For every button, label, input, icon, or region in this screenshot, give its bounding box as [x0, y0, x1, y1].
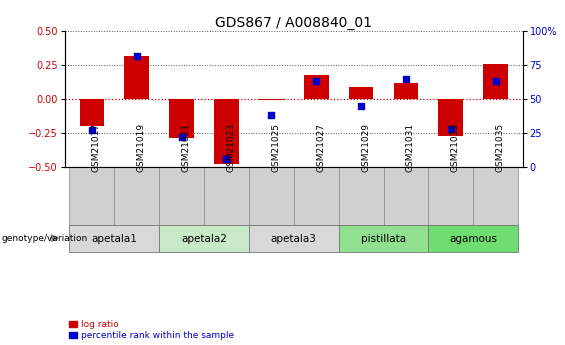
Text: GSM21021: GSM21021 — [181, 122, 190, 171]
Bar — [249, 225, 338, 252]
Bar — [69, 225, 159, 252]
Bar — [338, 167, 384, 225]
Text: apetala1: apetala1 — [92, 234, 137, 244]
Point — [177, 134, 186, 140]
Bar — [294, 167, 338, 225]
Point — [222, 156, 231, 161]
Point — [402, 76, 411, 81]
Bar — [484, 64, 508, 99]
Text: GSM21017: GSM21017 — [92, 122, 101, 171]
Bar — [438, 99, 463, 136]
Bar — [259, 99, 284, 100]
Text: GSM21033: GSM21033 — [451, 122, 460, 171]
Bar — [80, 99, 104, 126]
Text: GSM21019: GSM21019 — [137, 122, 146, 171]
Legend: log ratio, percentile rank within the sample: log ratio, percentile rank within the sa… — [69, 320, 234, 341]
Bar — [384, 167, 428, 225]
Bar — [159, 167, 204, 225]
Text: pistillata: pistillata — [361, 234, 406, 244]
Title: GDS867 / A008840_01: GDS867 / A008840_01 — [215, 16, 372, 30]
Bar — [394, 83, 418, 99]
Bar — [214, 99, 239, 164]
Bar — [114, 167, 159, 225]
Bar — [170, 99, 194, 138]
Bar — [428, 167, 473, 225]
Point — [267, 112, 276, 118]
Point — [446, 126, 455, 132]
Text: agamous: agamous — [449, 234, 497, 244]
Text: genotype/variation: genotype/variation — [2, 234, 88, 243]
Point — [312, 79, 321, 84]
Bar — [349, 87, 373, 99]
Point — [88, 128, 97, 133]
Bar — [249, 167, 294, 225]
Bar — [473, 167, 518, 225]
Point — [491, 79, 500, 84]
Text: apetala2: apetala2 — [181, 234, 227, 244]
Bar — [204, 167, 249, 225]
Text: GSM21031: GSM21031 — [406, 122, 415, 171]
Point — [132, 53, 141, 58]
Bar — [304, 75, 329, 99]
Bar — [159, 225, 249, 252]
Point — [357, 103, 366, 109]
Bar — [124, 56, 149, 99]
Text: GSM21035: GSM21035 — [496, 122, 505, 171]
Bar — [338, 225, 428, 252]
Bar — [69, 167, 114, 225]
Bar — [428, 225, 518, 252]
Text: apetala3: apetala3 — [271, 234, 317, 244]
Text: GSM21023: GSM21023 — [227, 122, 236, 171]
Text: GSM21029: GSM21029 — [361, 122, 370, 171]
Text: GSM21027: GSM21027 — [316, 122, 325, 171]
Text: GSM21025: GSM21025 — [271, 122, 280, 171]
